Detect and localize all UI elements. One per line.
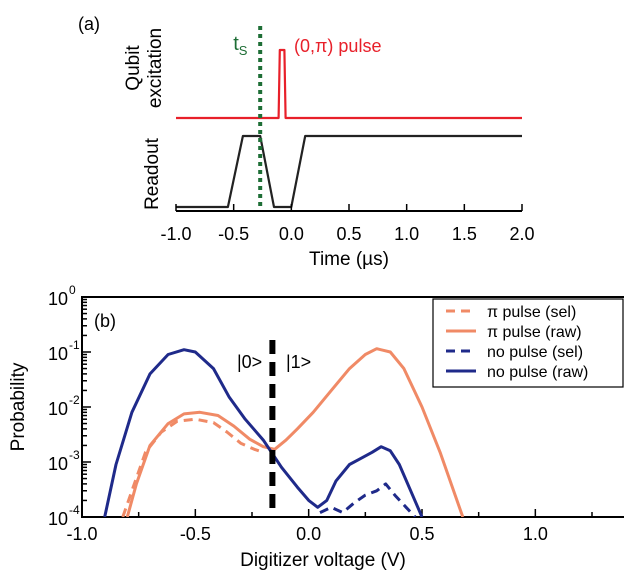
readout-ylabel: Readout [142, 137, 163, 210]
panel-b-x-ticks: -1.0 -0.5 0.0 0.5 1.0 [66, 509, 593, 544]
qubit-ylabel-line1: Qubit [123, 45, 144, 91]
panel-b-y-tick-exponent: 0 [69, 283, 76, 297]
panel-a-x-ticks: -1.0 -0.5 0.0 0.5 1.0 1.5 2.0 [160, 204, 535, 244]
panel-a-x-tick-label: 0.0 [279, 224, 304, 244]
legend-label: no pulse (sel) [487, 344, 583, 361]
panel-a: (a) Qubit excitation Readout tS (0,π) pu… [78, 14, 535, 270]
trace-readout [176, 134, 522, 209]
panel-a-x-tick-label: 1.5 [452, 224, 477, 244]
legend-label: π pulse (raw) [487, 324, 582, 341]
panel-b-y-tick-label: 10 [48, 509, 68, 529]
panel-b-x-tick-label: 1.0 [523, 524, 548, 544]
panel-a-x-tick-label: -1.0 [160, 224, 191, 244]
panel-a-x-tick-label: 2.0 [509, 224, 534, 244]
panel-b-y-tick-exponent: -1 [69, 338, 80, 352]
series-line-3 [103, 348, 424, 517]
panel-a-x-tick-label: 1.0 [394, 224, 419, 244]
panel-b-xlabel: Digitizer voltage (V) [240, 550, 406, 571]
panel-b-x-tick-label: 0.0 [296, 524, 321, 544]
panel-b-y-tick-label: 10 [48, 289, 68, 309]
ts-label: tS [233, 33, 248, 58]
state-0-label: |0> [237, 352, 262, 372]
panel-b-series [103, 347, 465, 517]
legend: π pulse (sel) π pulse (raw) no pulse (sel)… [432, 298, 624, 388]
panel-b-y-tick-exponent: -2 [69, 393, 80, 407]
panel-a-x-tick-label: -0.5 [218, 224, 249, 244]
panel-b-x-tick-label: -0.5 [180, 524, 211, 544]
legend-label: no pulse (raw) [487, 364, 588, 381]
ts-label-sub: S [239, 43, 248, 58]
panel-a-x-tick-label: 0.5 [336, 224, 361, 244]
series-line-1 [125, 347, 465, 517]
legend-label: π pulse (sel) [487, 304, 576, 321]
panel-b-y-tick-label: 10 [48, 344, 68, 364]
series-line-2 [319, 482, 417, 517]
panel-a-xlabel: Time (µs) [309, 249, 389, 270]
trace-qubit [176, 48, 522, 120]
panel-b-y-tick-exponent: -3 [69, 448, 80, 462]
panel-b-y-tick-label: 10 [48, 454, 68, 474]
panel-a-traces [176, 48, 522, 209]
panel-b-y-tick-exponent: -4 [69, 503, 80, 517]
ts-label-main: t [233, 33, 239, 55]
panel-b-y-tick-label: 10 [48, 399, 68, 419]
panel-b-x-tick-label: 0.5 [409, 524, 434, 544]
panel-b-label: (b) [94, 311, 116, 331]
panel-b-x-tick-label: -1.0 [66, 524, 97, 544]
panel-a-label: (a) [78, 14, 100, 34]
state-1-label: |1> [286, 352, 311, 372]
panel-b-ylabel: Probability [8, 362, 29, 451]
qubit-ylabel-line2: excitation [145, 28, 166, 108]
pulse-label: (0,π) pulse [294, 36, 381, 56]
